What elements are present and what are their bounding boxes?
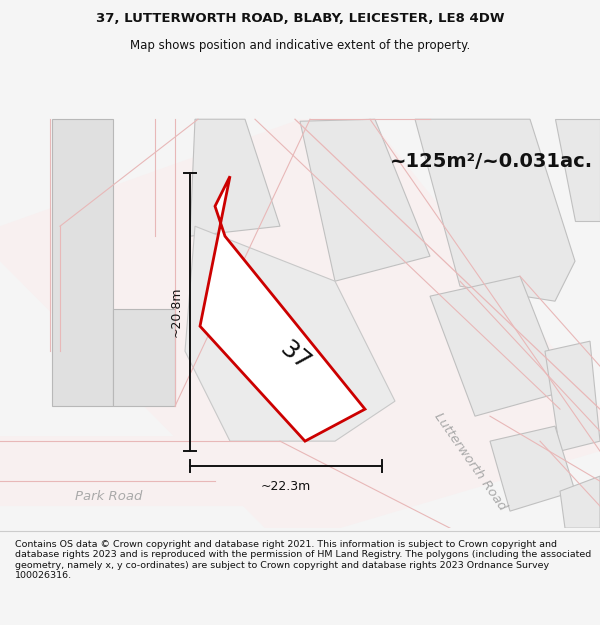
Polygon shape: [0, 436, 310, 506]
Text: Park Road: Park Road: [75, 489, 142, 502]
Polygon shape: [0, 119, 600, 528]
Polygon shape: [185, 226, 395, 441]
Polygon shape: [545, 341, 600, 451]
Polygon shape: [560, 476, 600, 528]
Text: 37: 37: [275, 337, 315, 376]
Polygon shape: [52, 119, 113, 406]
Text: 37, LUTTERWORTH ROAD, BLABY, LEICESTER, LE8 4DW: 37, LUTTERWORTH ROAD, BLABY, LEICESTER, …: [96, 12, 504, 25]
Polygon shape: [113, 309, 175, 406]
Polygon shape: [415, 119, 575, 301]
Polygon shape: [430, 276, 565, 416]
Text: Map shows position and indicative extent of the property.: Map shows position and indicative extent…: [130, 39, 470, 52]
Text: Lutterworth Road: Lutterworth Road: [431, 410, 509, 512]
Text: ~125m²/~0.031ac.: ~125m²/~0.031ac.: [390, 152, 593, 171]
Polygon shape: [490, 426, 575, 511]
Polygon shape: [555, 119, 600, 221]
Text: ~22.3m: ~22.3m: [261, 479, 311, 492]
Text: ~20.8m: ~20.8m: [170, 287, 182, 338]
Text: Contains OS data © Crown copyright and database right 2021. This information is : Contains OS data © Crown copyright and d…: [15, 540, 591, 580]
Polygon shape: [200, 176, 365, 441]
Polygon shape: [300, 119, 430, 281]
Polygon shape: [190, 119, 280, 236]
